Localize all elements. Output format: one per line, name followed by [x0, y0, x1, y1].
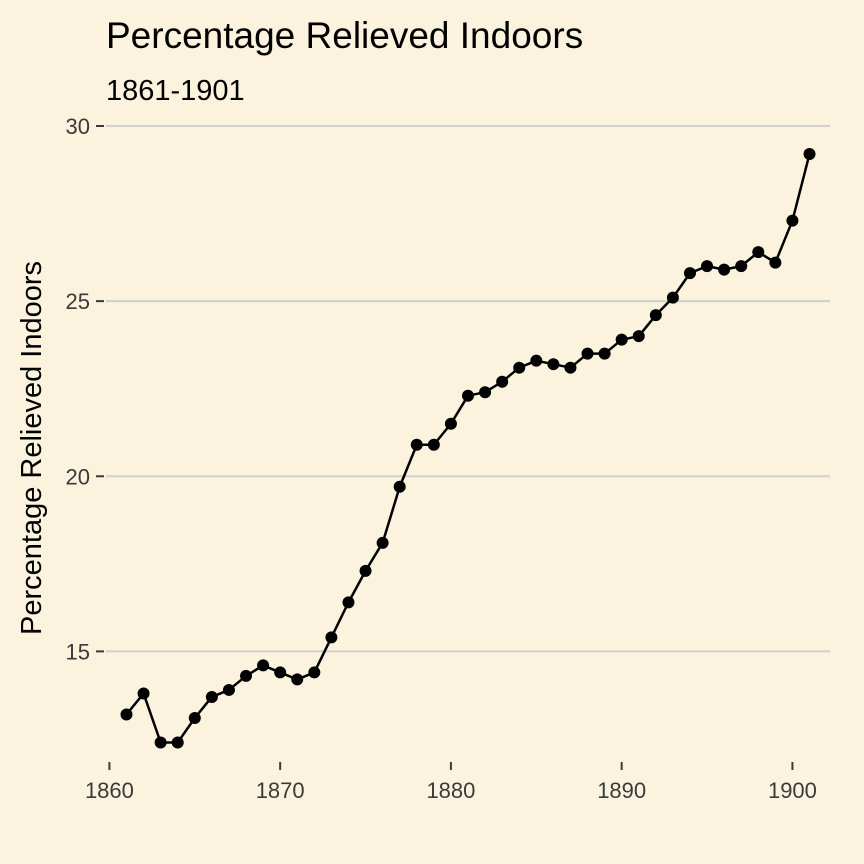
data-point: [444, 417, 457, 430]
chart-subtitle: 1861-1901: [106, 75, 245, 107]
data-point: [274, 666, 287, 679]
y-axis-label: Percentage Relieved Indoors: [16, 261, 48, 635]
x-axis: 1860 1870 1880 1890 1900: [85, 762, 817, 803]
data-point: [308, 666, 321, 679]
x-tick-label: 1890: [597, 778, 646, 803]
y-axis: 15 20 25 30: [66, 114, 104, 664]
data-point: [205, 690, 218, 703]
data-point: [803, 148, 816, 161]
data-point: [479, 386, 492, 399]
data-point: [427, 438, 440, 451]
data-point: [632, 330, 645, 343]
data-point: [786, 214, 799, 227]
data-point: [325, 631, 338, 644]
data-point: [120, 708, 133, 721]
data-point: [649, 309, 662, 322]
y-tick-label: 30: [66, 114, 90, 139]
data-point: [222, 683, 235, 696]
data-point: [547, 358, 560, 371]
data-point: [462, 389, 474, 402]
data-point: [769, 256, 782, 269]
data-point: [581, 347, 594, 360]
data-point: [342, 596, 355, 609]
data-series: [120, 148, 816, 749]
data-point: [240, 669, 253, 682]
data-point: [683, 267, 696, 280]
data-point: [496, 375, 509, 388]
data-point: [701, 260, 714, 273]
y-tick-label: 20: [66, 464, 90, 489]
data-point: [564, 361, 577, 374]
data-point: [291, 673, 304, 686]
data-point: [359, 564, 372, 577]
data-point: [188, 711, 201, 724]
data-point: [137, 687, 150, 700]
data-point: [171, 736, 184, 749]
data-point: [376, 536, 389, 549]
data-point: [735, 260, 748, 273]
data-point: [257, 659, 270, 672]
x-tick-label: 1860: [85, 778, 134, 803]
data-point: [513, 361, 526, 374]
y-tick-label: 25: [66, 289, 90, 314]
data-point: [154, 736, 167, 749]
x-tick-label: 1900: [768, 778, 817, 803]
x-tick-label: 1870: [256, 778, 305, 803]
data-point: [393, 480, 406, 493]
chart-title: Percentage Relieved Indoors: [106, 15, 583, 56]
data-point: [752, 246, 765, 259]
x-tick-label: 1880: [426, 778, 475, 803]
data-point: [666, 291, 679, 304]
data-point: [598, 347, 611, 360]
data-point: [410, 438, 423, 451]
gridlines: [106, 125, 830, 653]
data-point: [530, 354, 543, 367]
data-point: [615, 333, 628, 346]
data-point: [718, 263, 731, 276]
y-tick-label: 15: [66, 639, 90, 664]
